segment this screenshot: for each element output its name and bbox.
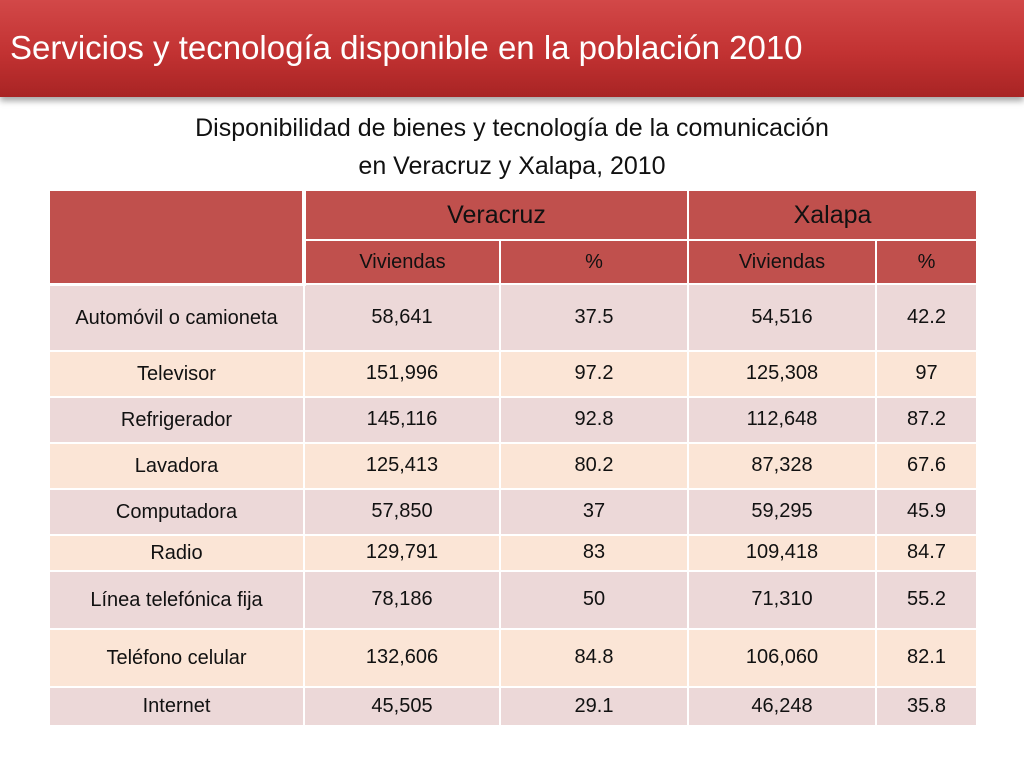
- veracruz-viviendas-cell: 78,186: [303, 569, 501, 630]
- table-row: Teléfono celular 132,606 84.8 106,060 82…: [48, 627, 979, 688]
- row-label: Lavadora: [48, 441, 305, 490]
- xalapa-percent-cell: 87.2: [875, 395, 979, 444]
- veracruz-viviendas-cell: 57,850: [303, 487, 501, 536]
- subheader-veracruz-percent: %: [498, 239, 690, 285]
- xalapa-percent-cell: 67.6: [875, 441, 979, 490]
- xalapa-percent-cell: 84.7: [875, 533, 979, 572]
- veracruz-viviendas-cell: 125,413: [303, 441, 501, 490]
- veracruz-percent-cell: 37.5: [498, 283, 690, 352]
- xalapa-viviendas-cell: 54,516: [687, 283, 878, 352]
- veracruz-percent-cell: 80.2: [498, 441, 690, 490]
- veracruz-percent-cell: 97.2: [498, 349, 690, 398]
- table-caption-line-1: Disponibilidad de bienes y tecnología de…: [195, 114, 829, 142]
- xalapa-percent-cell: 42.2: [875, 283, 979, 352]
- xalapa-percent-cell: 45.9: [875, 487, 979, 536]
- veracruz-percent-cell: 29.1: [498, 685, 690, 727]
- slide-title: Servicios y tecnología disponible en la …: [10, 29, 803, 66]
- header-xalapa: Xalapa: [687, 189, 979, 241]
- header-veracruz: Veracruz: [302, 189, 690, 241]
- xalapa-viviendas-cell: 87,328: [687, 441, 878, 490]
- table-row: Radio 129,791 83 109,418 84.7: [48, 533, 979, 572]
- xalapa-percent-cell: 97: [875, 349, 979, 398]
- xalapa-percent-cell: 82.1: [875, 627, 979, 688]
- header-row-subheaders: Viviendas % Viviendas %: [49, 239, 979, 285]
- row-label: Televisor: [48, 349, 305, 398]
- veracruz-percent-cell: 83: [498, 533, 690, 572]
- xalapa-viviendas-cell: 106,060: [687, 627, 878, 688]
- xalapa-viviendas-cell: 109,418: [687, 533, 878, 572]
- row-label: Internet: [48, 685, 305, 727]
- row-label: Línea telefónica fija: [48, 569, 305, 630]
- veracruz-viviendas-cell: 151,996: [303, 349, 501, 398]
- subheader-veracruz-viviendas: Viviendas: [303, 239, 501, 285]
- header-row-cities: Veracruz Xalapa: [48, 189, 979, 286]
- veracruz-viviendas-cell: 145,116: [303, 395, 501, 444]
- table-row: Computadora 57,850 37 59,295 45.9: [48, 487, 979, 536]
- row-label: Refrigerador: [48, 395, 305, 444]
- row-label: Teléfono celular: [48, 627, 305, 688]
- xalapa-percent-cell: 55.2: [875, 569, 979, 630]
- header-blank-cell: [48, 189, 306, 286]
- table-row: Lavadora 125,413 80.2 87,328 67.6: [48, 441, 979, 490]
- veracruz-percent-cell: 37: [498, 487, 690, 536]
- veracruz-viviendas-cell: 45,505: [303, 685, 501, 727]
- table-caption-line-2: en Veracruz y Xalapa, 2010: [358, 152, 666, 180]
- xalapa-percent-cell: 35.8: [875, 685, 979, 727]
- data-table: Veracruz Xalapa Viviendas % Viviendas % …: [48, 189, 979, 727]
- xalapa-viviendas-cell: 59,295: [687, 487, 878, 536]
- title-bar: Servicios y tecnología disponible en la …: [0, 0, 1024, 97]
- veracruz-viviendas-cell: 132,606: [303, 627, 501, 688]
- veracruz-percent-cell: 84.8: [498, 627, 690, 688]
- veracruz-viviendas-cell: 58,641: [303, 283, 501, 352]
- xalapa-viviendas-cell: 125,308: [687, 349, 878, 398]
- table-row: Internet 45,505 29.1 46,248 35.8: [48, 685, 979, 727]
- subheader-xalapa-viviendas: Viviendas: [687, 239, 878, 285]
- xalapa-viviendas-cell: 71,310: [687, 569, 878, 630]
- veracruz-viviendas-cell: 129,791: [303, 533, 501, 572]
- row-label: Automóvil o camioneta: [48, 283, 305, 352]
- veracruz-percent-cell: 92.8: [498, 395, 690, 444]
- subheader-xalapa-percent: %: [875, 239, 979, 285]
- table-row: Automóvil o camioneta 58,641 37.5 54,516…: [48, 283, 979, 352]
- row-label: Computadora: [48, 487, 305, 536]
- xalapa-viviendas-cell: 112,648: [687, 395, 878, 444]
- table-row: Refrigerador 145,116 92.8 112,648 87.2: [48, 395, 979, 444]
- table-row: Línea telefónica fija 78,186 50 71,310 5…: [48, 569, 979, 630]
- veracruz-percent-cell: 50: [498, 569, 690, 630]
- row-label: Radio: [48, 533, 305, 572]
- table-row: Televisor 151,996 97.2 125,308 97: [48, 349, 979, 398]
- xalapa-viviendas-cell: 46,248: [687, 685, 878, 727]
